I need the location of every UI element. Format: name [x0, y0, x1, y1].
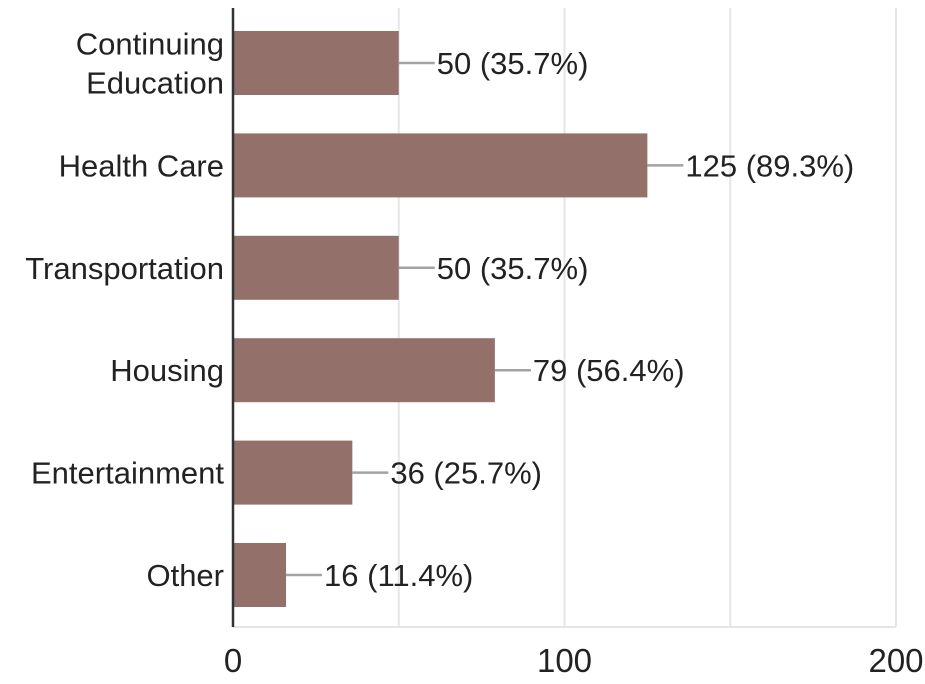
category-label: Other — [146, 558, 224, 593]
x-tick-label: 100 — [537, 642, 592, 679]
category-label: Health Care — [59, 148, 224, 183]
data-label: 36 (25.7%) — [390, 456, 542, 491]
x-tick-label: 0 — [224, 642, 242, 679]
bar[interactable] — [233, 543, 287, 607]
category-label: Transportation — [25, 251, 224, 286]
category-label: Continuing — [76, 27, 224, 62]
data-label: 50 (35.7%) — [437, 46, 589, 81]
bar[interactable] — [233, 133, 648, 198]
bar[interactable] — [233, 235, 399, 300]
data-label: 79 (56.4%) — [533, 353, 685, 388]
category-label: Education — [86, 66, 224, 101]
data-label: 16 (11.4%) — [324, 558, 473, 593]
data-label: 50 (35.7%) — [437, 251, 589, 286]
bar[interactable] — [233, 31, 399, 95]
category-label: Housing — [110, 353, 224, 388]
category-label: Entertainment — [31, 456, 224, 491]
data-label: 125 (89.3%) — [685, 148, 854, 183]
x-tick-label: 200 — [868, 642, 923, 679]
bar[interactable] — [233, 338, 495, 403]
bar[interactable] — [233, 440, 353, 505]
